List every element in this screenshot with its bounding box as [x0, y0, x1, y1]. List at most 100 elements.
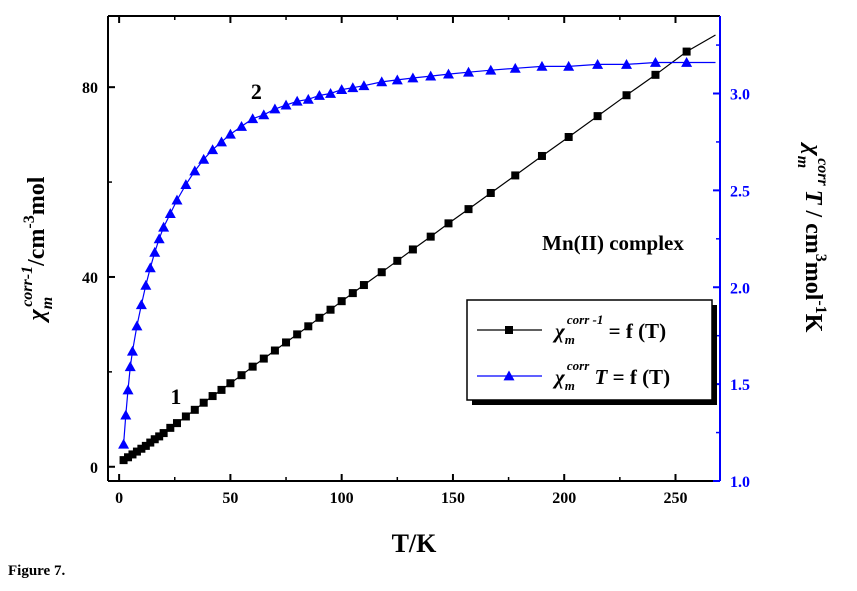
series-2-point — [207, 144, 219, 155]
series-1-point — [141, 441, 150, 450]
series-1-point — [326, 305, 335, 314]
series-2-point — [291, 95, 303, 106]
legend: χmcorr -1 = f (T) χmcorr T = f (T) — [466, 299, 717, 405]
figure-caption: Figure 7. — [8, 563, 66, 579]
series-1-point — [190, 405, 199, 414]
series-1-point — [146, 438, 155, 447]
series-2-point — [280, 99, 292, 110]
y-right-tick-label: 1.5 — [730, 377, 750, 394]
series-1-point — [359, 281, 368, 290]
legend-label-2: χmcorr T = f (T) — [552, 358, 670, 393]
y-right-tick-label: 3.0 — [730, 87, 750, 104]
series-2-point — [171, 194, 183, 205]
series-2-point — [325, 88, 337, 98]
series-2-point — [442, 68, 454, 79]
series-1-point — [348, 289, 357, 298]
series-2-point — [269, 103, 281, 114]
series-2-point — [224, 128, 236, 139]
series-2-point — [153, 233, 165, 244]
series-1-point — [682, 47, 691, 56]
series-2-point — [463, 66, 475, 77]
legend-marker-2 — [503, 370, 515, 381]
series-1-point — [282, 338, 291, 347]
series-2-point — [391, 74, 403, 85]
series-2-point — [485, 64, 497, 75]
series-1-point — [128, 450, 137, 459]
series-1-point — [564, 132, 573, 141]
series-2-point — [124, 361, 136, 372]
series-2-point — [247, 113, 259, 124]
series-1-point — [270, 346, 279, 355]
series-2-point — [536, 60, 548, 71]
x-tick-label: 250 — [663, 490, 687, 507]
series-1-point — [393, 256, 402, 265]
series-1-point — [315, 313, 324, 322]
series-1-point — [304, 322, 313, 331]
series-1-point — [593, 112, 602, 121]
curve-label-2: 2 — [251, 79, 262, 104]
legend-box — [466, 299, 713, 401]
y-left-tick-label: 80 — [82, 80, 98, 97]
series-2-point — [302, 93, 314, 104]
series-2-point — [140, 279, 152, 290]
x-tick-label: 100 — [330, 490, 354, 507]
y-left-tick-label: 40 — [82, 270, 98, 287]
series-1-point — [226, 379, 235, 388]
series-2-point — [347, 82, 359, 93]
series-2-point — [180, 179, 192, 189]
series-1-point — [293, 330, 302, 339]
x-tick-label: 50 — [222, 490, 238, 507]
series-2-point — [158, 221, 170, 232]
legend-marker-1 — [505, 326, 513, 334]
series-1-point — [172, 419, 181, 428]
series-1-point — [408, 245, 417, 254]
series-2-point — [236, 120, 248, 131]
series-1-point — [132, 447, 141, 456]
y-right-axis-label: χm corrT / cm3mol-1K — [794, 142, 831, 333]
series-1-point — [199, 398, 208, 407]
series-1-point — [464, 205, 473, 214]
series-2-point — [358, 80, 370, 91]
series-1-point — [150, 435, 159, 444]
x-tick-label: 150 — [441, 490, 465, 507]
series-1-point — [137, 444, 146, 453]
series-2-point — [149, 246, 161, 257]
y-left-tick-label: 0 — [90, 460, 98, 477]
series-2-point — [120, 409, 132, 420]
series-1-point — [651, 70, 660, 79]
series-2-point — [509, 62, 521, 73]
series-1-point — [537, 151, 546, 160]
series-2-point — [681, 57, 693, 67]
y-axis-left: 0 40 80 χmcorr-1/cm-3mol — [19, 80, 115, 477]
legend-label-1: χmcorr -1 = f (T) — [552, 312, 666, 347]
series-2-point — [376, 76, 388, 87]
series-2-point — [135, 299, 147, 310]
series-1-point — [217, 385, 226, 394]
series-2-point — [336, 84, 348, 95]
series-2-point — [425, 70, 437, 81]
series-1-point — [166, 423, 175, 432]
series-2-point — [313, 89, 325, 100]
series-2-point — [126, 345, 138, 356]
series-2-point — [144, 262, 156, 273]
series-1-point — [181, 412, 190, 421]
x-tick-label: 0 — [115, 490, 123, 507]
series-2-point — [198, 153, 210, 164]
series-2-point — [215, 136, 227, 147]
series-1-point — [337, 297, 346, 306]
series-1-point — [124, 453, 133, 462]
y-left-axis-label: χmcorr-1/cm-3mol — [19, 176, 56, 323]
y-right-tick-label: 1.0 — [730, 474, 750, 491]
series-1-point — [159, 429, 168, 438]
series-1-point — [155, 432, 164, 441]
x-tick-label: 200 — [552, 490, 576, 507]
series-2-point — [189, 165, 201, 176]
x-axis: 0 50 100 150 200 250 T/K — [115, 16, 687, 558]
series-2-point — [122, 384, 134, 395]
series-2-point — [649, 57, 661, 67]
series-2-point — [563, 60, 575, 71]
series-1-point — [511, 171, 520, 180]
series-2-point — [118, 438, 130, 449]
series-2-point — [407, 72, 419, 83]
series-2-point — [258, 109, 270, 120]
